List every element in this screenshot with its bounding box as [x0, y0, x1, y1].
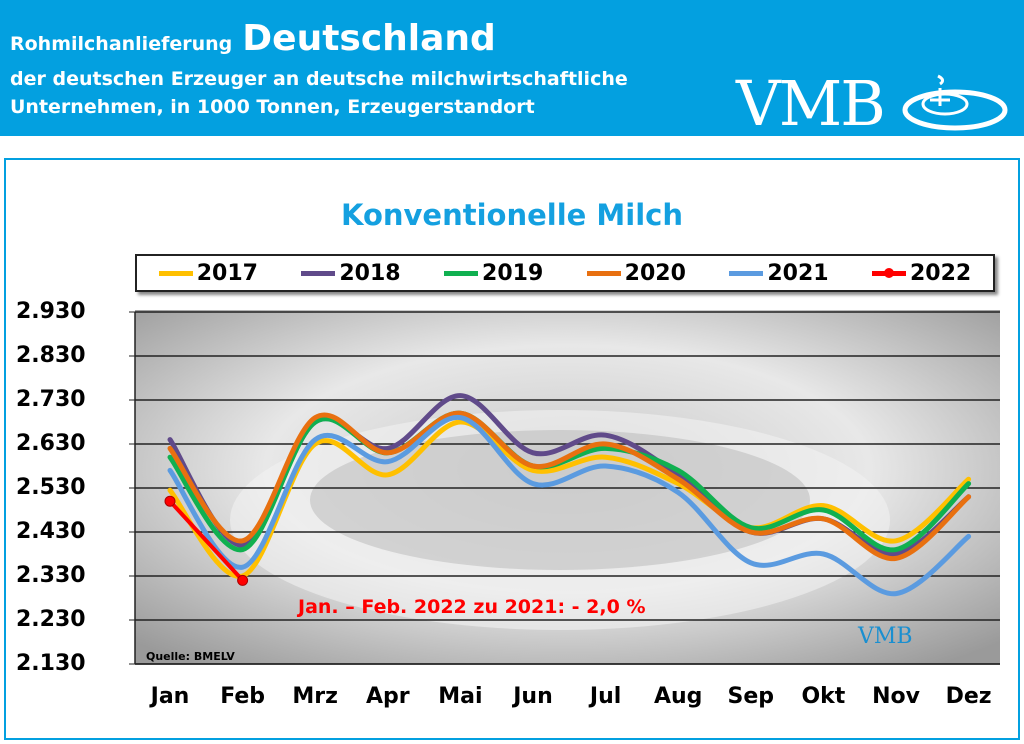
header-title: Deutschland	[242, 18, 496, 59]
legend-label: 2017	[196, 260, 258, 286]
legend-label: 2020	[624, 260, 686, 286]
legend: 2017 2018 2019 2020 2021 2022	[135, 254, 995, 292]
header-subtitle: Rohmilchanlieferung	[10, 33, 233, 55]
legend-label: 2018	[339, 260, 401, 286]
y-tick-label: 2.830	[16, 343, 86, 368]
x-tick-label: Jun	[513, 684, 553, 709]
vmb-logo-swirl-icon	[902, 74, 1008, 131]
vmb-logo: VMB	[736, 67, 886, 140]
legend-item-2022: 2022	[871, 260, 972, 286]
series-line-2020	[167, 410, 972, 561]
x-tick-label: Okt	[801, 684, 846, 709]
y-tick-label: 2.130	[16, 651, 86, 676]
y-tick-label: 2.730	[16, 387, 86, 412]
legend-label: 2019	[482, 260, 544, 286]
y-tick-label: 2.330	[16, 563, 86, 588]
legend-swatch	[586, 270, 621, 276]
data-point-2022	[164, 495, 176, 507]
chart-title: Konventionelle Milch	[340, 198, 683, 232]
legend-swatch	[729, 270, 764, 276]
x-tick-label: Mai	[438, 684, 483, 709]
legend-label: 2022	[909, 260, 972, 286]
legend-swatch	[301, 270, 336, 276]
x-tick-label: Jan	[150, 684, 190, 709]
header-line2: der deutschen Erzeuger an deutsche milch…	[10, 68, 628, 90]
series-line-2021	[167, 415, 972, 597]
x-tick-label: Sep	[727, 684, 775, 709]
y-tick-label: 2.930	[16, 299, 86, 324]
series-line-2022	[168, 499, 245, 583]
header-line1: Rohmilchanlieferung Deutschland	[10, 18, 496, 59]
header-line3: Unternehmen, in 1000 Tonnen, Erzeugersta…	[10, 96, 535, 118]
background-splash	[310, 430, 810, 570]
chart-panel	[4, 158, 1020, 740]
x-tick-label: Jul	[589, 684, 622, 709]
x-tick-label: Feb	[220, 684, 265, 709]
legend-swatch	[444, 270, 479, 276]
legend-swatch	[871, 267, 906, 278]
vmb-watermark: VMB	[858, 624, 913, 649]
x-tick-label: Aug	[653, 684, 703, 709]
x-tick-label: Dez	[945, 684, 992, 709]
x-tick-label: Apr	[365, 684, 410, 709]
header-banner: Rohmilchanlieferung Deutschland der deuts…	[0, 0, 1024, 136]
data-point-2022	[237, 574, 249, 586]
legend-item-2018: 2018	[301, 260, 401, 286]
y-tick-label: 2.530	[16, 475, 86, 500]
y-tick-label: 2.430	[16, 519, 86, 544]
y-tick-label: 2.630	[16, 431, 86, 456]
legend-item-2021: 2021	[729, 260, 829, 286]
legend-swatch	[158, 270, 193, 276]
y-tick-label: 2.230	[16, 607, 86, 632]
legend-item-2017: 2017	[158, 260, 258, 286]
x-tick-label: Nov	[872, 684, 920, 709]
source-label: Quelle: BMELV	[146, 650, 235, 663]
legend-item-2019: 2019	[444, 261, 543, 286]
legend-item-2020: 2020	[586, 260, 686, 286]
x-tick-label: Mrz	[292, 684, 338, 709]
annotation: Jan. – Feb. 2022 zu 2021: - 2,0 %	[298, 596, 646, 618]
legend-label: 2021	[767, 260, 829, 286]
